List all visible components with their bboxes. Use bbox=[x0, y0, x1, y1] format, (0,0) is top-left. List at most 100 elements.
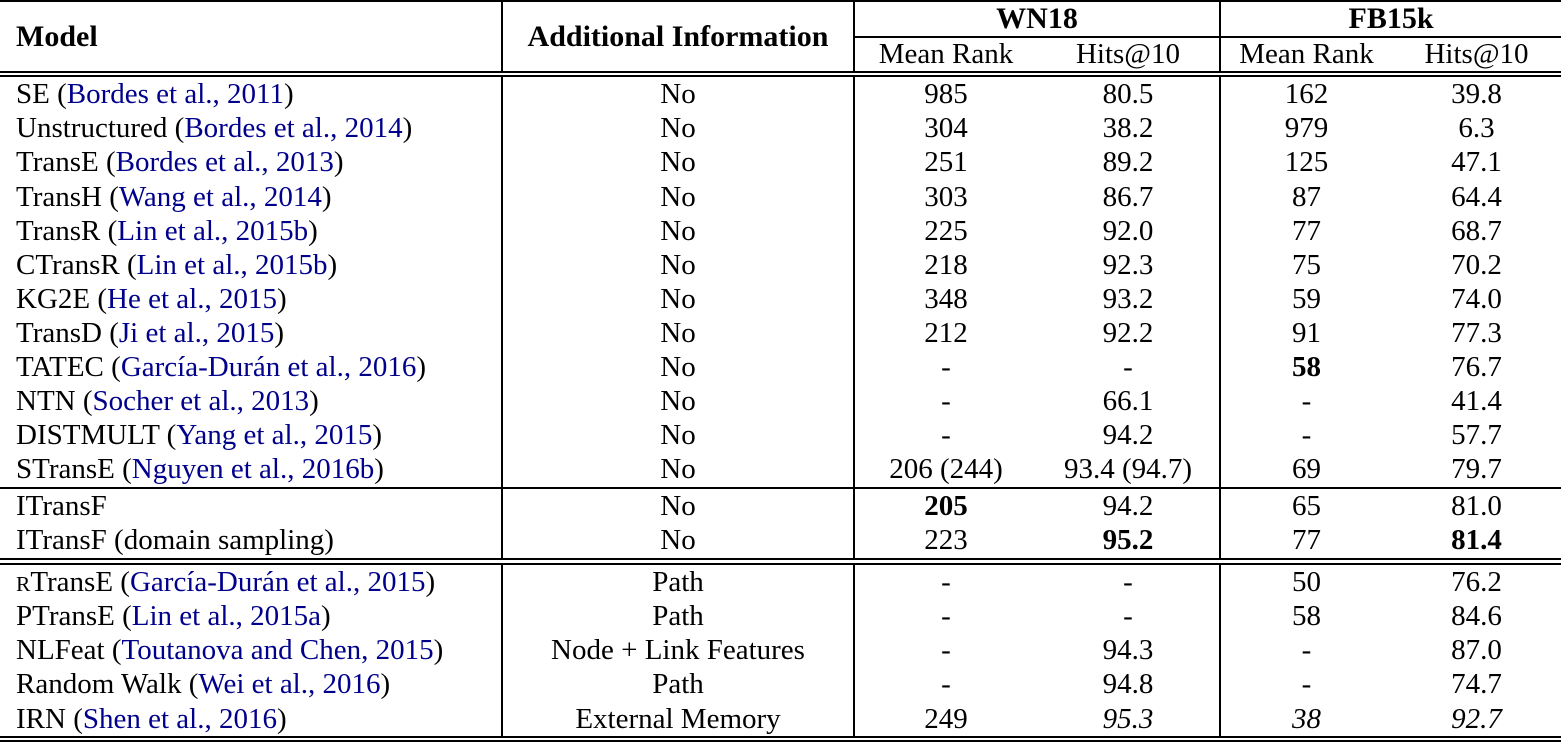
fb15k-hits-at-10-cell: 47.1 bbox=[1451, 146, 1502, 179]
citation-paren-open: ( bbox=[167, 112, 185, 145]
table-row: TATEC (García-Durán et al., 2016) No - -58 7… bbox=[0, 350, 1561, 385]
citation-link[interactable]: Toutanova and Chen, 2015 bbox=[121, 634, 434, 667]
citation-link[interactable]: García-Durán et al., 2016 bbox=[120, 351, 417, 384]
subheader-wn18-hits-at-10: Hits@10 bbox=[1037, 37, 1222, 74]
model-name: STransE bbox=[16, 453, 115, 486]
model-name: SE bbox=[16, 78, 50, 111]
additional-information-cell: No bbox=[502, 350, 855, 385]
model-cell: DISTMULT (Yang et al., 2015) bbox=[0, 418, 503, 453]
table-row: NLFeat (Toutanova and Chen, 2015) Node + … bbox=[0, 633, 1561, 668]
fb15k-mean-rank-cell: - bbox=[1301, 385, 1312, 418]
table-block-itransf-models: ITransF No 205 94.2 65 81.0 ITransF (domain sa… bbox=[0, 487, 1561, 562]
column-header-model: Model bbox=[0, 1, 503, 74]
citation-link[interactable]: Socher et al., 2013 bbox=[92, 385, 310, 418]
model-cell: SE (Bordes et al., 2011) bbox=[0, 74, 503, 112]
column-group-wn18: WN18 bbox=[854, 1, 1222, 38]
table-block-additional-information-models: RTransE (García-Durán et al., 2015) Path -… bbox=[0, 561, 1561, 739]
citation-paren-close: ) bbox=[321, 599, 331, 632]
model-cell: ITransF (domain sampling) bbox=[0, 523, 503, 562]
additional-information-cell: No bbox=[502, 282, 855, 317]
fb15k-hits-at-10-cell: 57.7 bbox=[1451, 419, 1502, 452]
fb15k-hits-at-10-cell: 76.7 bbox=[1451, 351, 1502, 384]
fb15k-hits-at-10-cell: 74.0 bbox=[1451, 282, 1502, 315]
fb15k-mean-rank-cell: 58 bbox=[1292, 351, 1322, 384]
citation-link[interactable]: García-Durán et al., 2015 bbox=[129, 565, 426, 598]
citation-link[interactable]: Lin et al., 2015a bbox=[131, 599, 322, 632]
wn18-mean-rank-cell: 304 bbox=[924, 112, 968, 145]
wn18-mean-rank-cell: - bbox=[941, 599, 951, 632]
wn18-hits-at-10-cell: - bbox=[1037, 350, 1222, 385]
model-name: TransR bbox=[16, 214, 101, 247]
wn18-hits-at-10-cell: 94.8 bbox=[1037, 667, 1222, 702]
citation-link[interactable]: Shen et al., 2016 bbox=[82, 702, 277, 735]
model-name: Random Walk bbox=[16, 668, 182, 701]
wn18-mean-rank-cell: 303 bbox=[924, 180, 968, 213]
wn18-hits-at-10-cell: 80.5 bbox=[1037, 74, 1222, 112]
fb15k-mean-rank-cell: 87 bbox=[1292, 180, 1322, 213]
citation-paren-open: ( bbox=[90, 282, 108, 315]
citation-link[interactable]: Bordes et al., 2013 bbox=[115, 146, 334, 179]
model-cell: Random Walk (Wei et al., 2016) bbox=[0, 667, 503, 702]
additional-information-cell: No bbox=[502, 452, 855, 488]
fb15k-hits-at-10-cell: 87.0 bbox=[1451, 634, 1502, 667]
citation-paren-close: ) bbox=[374, 453, 384, 486]
model-cell: TransE (Bordes et al., 2013) bbox=[0, 145, 503, 180]
model-cell: Unstructured (Bordes et al., 2014) bbox=[0, 111, 503, 146]
table-row: Unstructured (Bordes et al., 2014) No 304 3… bbox=[0, 111, 1561, 146]
wn18-hits-at-10-cell: 95.2 bbox=[1037, 523, 1222, 562]
additional-information-cell: External Memory bbox=[502, 701, 855, 739]
citation-link[interactable]: Bordes et al., 2011 bbox=[66, 78, 284, 111]
wn18-hits-at-10-cell: 92.2 bbox=[1037, 316, 1222, 351]
table-row: ITransF (domain sampling) No 223 95.2 77 81.4 bbox=[0, 523, 1561, 562]
fb15k-hits-at-10-cell: 68.7 bbox=[1451, 214, 1502, 247]
model-name: NTN bbox=[16, 385, 76, 418]
citation-paren-close: ) bbox=[333, 146, 344, 179]
table-row: SE (Bordes et al., 2011) No 985 80.5 162 39.8 bbox=[0, 74, 1561, 112]
fb15k-mean-rank-cell: 162 bbox=[1284, 78, 1329, 111]
fb15k-hits-at-10-cell: 84.6 bbox=[1451, 599, 1502, 632]
fb15k-mean-rank-cell: 91 bbox=[1292, 316, 1322, 349]
model-cell: STransE (Nguyen et al., 2016b) bbox=[0, 452, 503, 488]
citation-link[interactable]: Ji et al., 2015 bbox=[118, 316, 275, 349]
citation-paren-close: ) bbox=[402, 112, 413, 145]
citation-paren-close: ) bbox=[276, 702, 287, 735]
fb15k-mean-rank-cell: 65 bbox=[1292, 489, 1322, 522]
wn18-mean-rank-cell: 218 bbox=[924, 248, 968, 281]
fb15k-mean-rank-cell: - bbox=[1301, 634, 1312, 667]
model-cell: RTransE (García-Durán et al., 2015) bbox=[0, 561, 503, 600]
citation-link[interactable]: Wang et al., 2014 bbox=[118, 180, 322, 213]
wn18-hits-at-10-cell: 93.4 (94.7) bbox=[1037, 452, 1222, 488]
fb15k-mean-rank-cell: 77 bbox=[1292, 214, 1322, 247]
citation-link[interactable]: Lin et al., 2015b bbox=[117, 214, 309, 247]
wn18-mean-rank-cell: - bbox=[941, 565, 951, 598]
model-cell: TransR (Lin et al., 2015b) bbox=[0, 213, 503, 248]
citation-paren-open: ( bbox=[101, 180, 119, 213]
wn18-mean-rank-cell: 223 bbox=[924, 524, 968, 557]
fb15k-hits-at-10-cell: 6.3 bbox=[1458, 112, 1495, 145]
table-row: DISTMULT (Yang et al., 2015) No -94.2-57.7 bbox=[0, 418, 1561, 453]
fb15k-hits-at-10-cell: 79.7 bbox=[1451, 453, 1502, 486]
wn18-hits-at-10-cell: - bbox=[1037, 599, 1222, 634]
citation-paren-open: ( bbox=[181, 668, 199, 701]
fb15k-hits-at-10-cell: 81.4 bbox=[1451, 524, 1502, 557]
model-cell: TransD (Ji et al., 2015) bbox=[0, 316, 503, 351]
citation-link[interactable]: Lin et al., 2015b bbox=[136, 248, 328, 281]
wn18-mean-rank-cell: - bbox=[941, 668, 951, 701]
additional-information-cell: No bbox=[502, 213, 855, 248]
citation-link[interactable]: Nguyen et al., 2016b bbox=[131, 453, 375, 486]
citation-link[interactable]: Bordes et al., 2014 bbox=[184, 112, 403, 145]
citation-link[interactable]: He et al., 2015 bbox=[107, 282, 277, 315]
citation-paren-open: ( bbox=[75, 385, 93, 418]
wn18-hits-at-10-cell: 94.3 bbox=[1037, 633, 1222, 668]
additional-information-cell: No bbox=[502, 247, 855, 283]
citation-paren-open: ( bbox=[104, 634, 122, 667]
citation-link[interactable]: Yang et al., 2015 bbox=[176, 419, 373, 452]
citation-link[interactable]: Wei et al., 2016 bbox=[198, 668, 381, 701]
citation-paren-open: ( bbox=[103, 351, 121, 384]
model-name: TATEC bbox=[16, 351, 104, 384]
citation-paren-open: ( bbox=[100, 214, 118, 247]
model-name: TransD bbox=[16, 316, 102, 349]
table-row: Random Walk (Wei et al., 2016) Path -94.8-… bbox=[0, 667, 1561, 702]
model-name: TransH bbox=[16, 180, 102, 213]
fb15k-hits-at-10-cell: 92.7 bbox=[1451, 702, 1502, 735]
